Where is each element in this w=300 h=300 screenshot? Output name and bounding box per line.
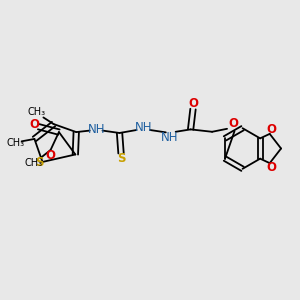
Text: O: O [266,161,277,174]
Text: S: S [117,152,126,165]
Text: S: S [35,156,43,169]
Text: CH₃: CH₃ [7,137,25,148]
Text: NH: NH [135,121,153,134]
Text: O: O [45,149,55,162]
Text: NH: NH [88,123,105,136]
Text: CH₃: CH₃ [28,107,46,117]
Text: O: O [188,97,198,110]
Text: NH: NH [161,131,178,144]
Text: O: O [228,117,238,130]
Text: CH₃: CH₃ [25,158,43,167]
Text: O: O [266,123,277,136]
Text: O: O [30,118,40,131]
